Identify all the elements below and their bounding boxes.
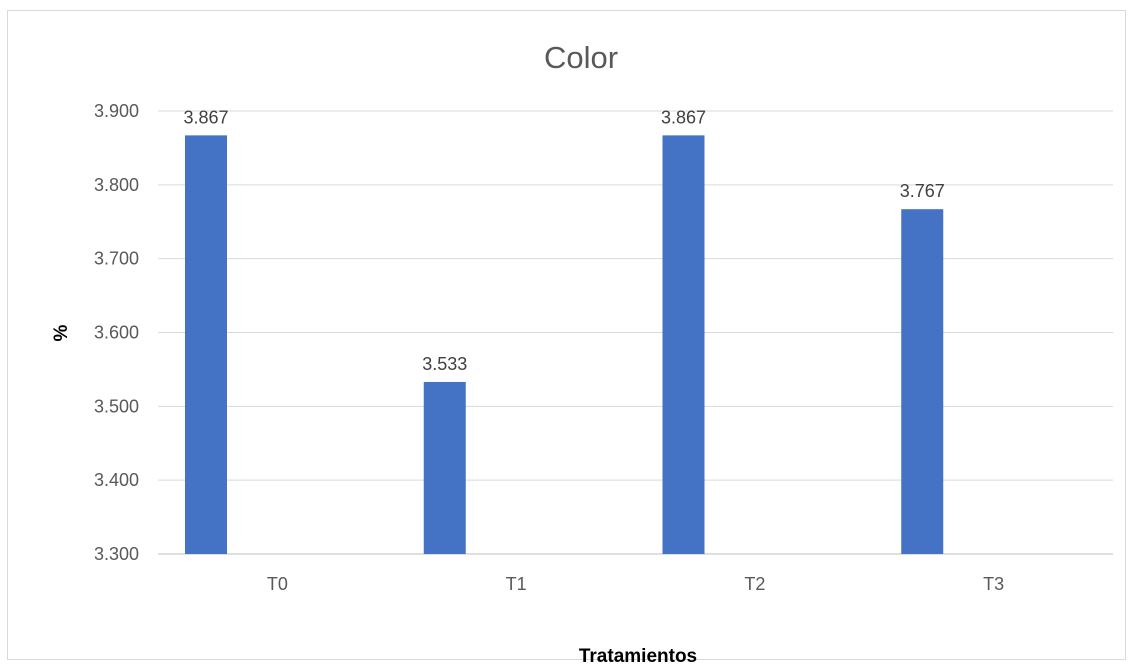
data-label-t3: 3.767	[900, 181, 945, 201]
bar-t3	[901, 209, 944, 554]
bars	[185, 135, 944, 555]
x-axis-ticks: T0 T1 T2 T3	[267, 574, 1004, 594]
bar-t0	[185, 135, 227, 555]
data-label-t2: 3.867	[661, 107, 706, 127]
data-labels: 3.867 3.533 3.867 3.767	[183, 107, 944, 374]
bar-t1	[423, 381, 466, 554]
x-tick-label-t0: T0	[267, 574, 288, 594]
x-tick-label-t2: T2	[744, 574, 765, 594]
x-tick-label-t1: T1	[506, 574, 527, 594]
bar-t2	[662, 135, 705, 555]
data-label-t0: 3.867	[183, 107, 228, 127]
y-tick-label: 3.900	[94, 101, 139, 121]
y-tick-label: 3.400	[94, 470, 139, 490]
x-axis-title: Tratamientos	[579, 646, 697, 666]
y-axis-ticks: 3.300 3.400 3.500 3.600 3.700 3.800 3.900	[94, 101, 139, 564]
y-tick-label: 3.800	[94, 175, 139, 195]
y-tick-label: 3.500	[94, 396, 139, 416]
data-label-t1: 3.533	[422, 354, 467, 374]
y-tick-label: 3.300	[94, 544, 139, 564]
x-tick-label-t3: T3	[983, 574, 1004, 594]
y-axis-title: %	[51, 324, 72, 341]
chart-title: Color	[544, 40, 618, 75]
y-tick-label: 3.700	[94, 249, 139, 269]
y-tick-label: 3.600	[94, 323, 139, 343]
gridlines	[158, 110, 1113, 555]
